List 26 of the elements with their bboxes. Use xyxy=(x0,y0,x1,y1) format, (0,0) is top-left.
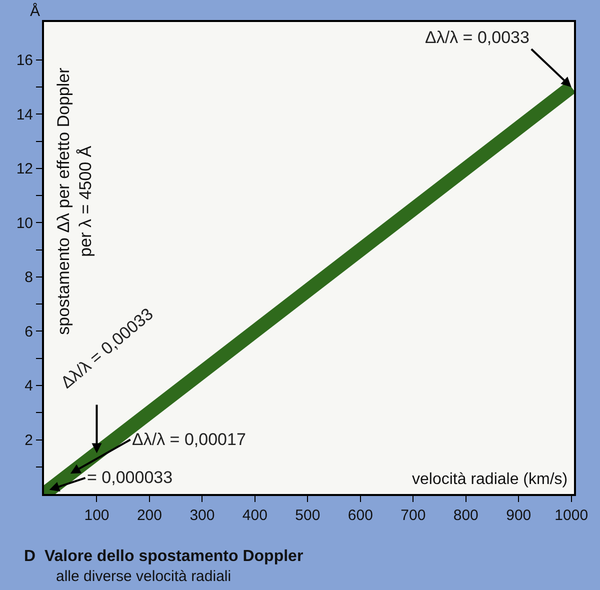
y-tick-label: 6 xyxy=(24,323,33,340)
y-tick-label: 12 xyxy=(16,160,33,178)
y-tick-label: 8 xyxy=(24,269,33,286)
annotation: Δλ/λ = 0,0033 xyxy=(425,28,530,47)
x-tick-label: 900 xyxy=(506,507,532,524)
annotation: = 0,000033 xyxy=(87,468,173,487)
y-tick-label: 16 xyxy=(16,52,33,70)
text: Å xyxy=(30,2,40,20)
x-tick-label: 400 xyxy=(242,507,268,524)
x-tick-label: 700 xyxy=(400,507,426,524)
text: alle diverse velocità radiali xyxy=(56,568,232,585)
text: D Valore dello spostamento Doppler xyxy=(24,548,304,565)
x-tick-label: 800 xyxy=(453,507,478,524)
annotation: Δλ/λ = 0,00017 xyxy=(132,430,246,449)
x-axis-title: velocità radiale (km/s) xyxy=(412,471,568,488)
y-tick-label: 2 xyxy=(24,432,33,449)
x-tick-label: 200 xyxy=(136,507,162,524)
x-tick-label: 1000 xyxy=(554,507,588,524)
y-tick-label: 4 xyxy=(24,378,33,395)
x-tick-label: 600 xyxy=(348,507,373,524)
y-tick-label: 14 xyxy=(16,106,33,124)
x-tick-label: 300 xyxy=(190,507,215,524)
x-tick-label: 500 xyxy=(295,507,320,524)
y-tick-label: 10 xyxy=(16,214,33,232)
x-tick-label: 100 xyxy=(84,507,110,524)
y-axis-title: spostamento Δλ per effetto Doppler per λ = 4500 Å xyxy=(54,67,96,335)
